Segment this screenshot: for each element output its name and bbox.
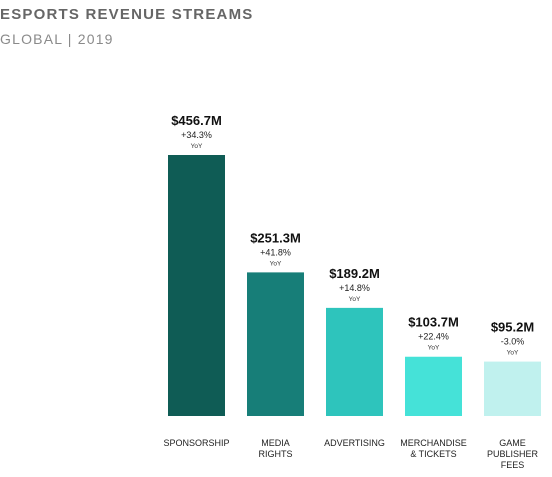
bar-3 <box>326 307 383 416</box>
category-label-5-line-1: GAME <box>499 438 526 448</box>
bar-2 <box>247 272 304 416</box>
category-label-1-line-1: SPONSORSHIP <box>163 438 229 448</box>
value-label-4: $103.7M <box>408 315 459 330</box>
value-label-2: $251.3M <box>250 230 301 245</box>
chart-title: ESPORTS REVENUE STREAMS <box>0 6 254 23</box>
change-label-1: +34.3% <box>181 130 212 140</box>
value-label-1: $456.7M <box>171 113 222 128</box>
chart-subtitle: GLOBAL | 2019 <box>0 31 114 47</box>
bar-4 <box>405 356 462 416</box>
category-label-2-line-1: MEDIA <box>261 438 290 448</box>
change-label-5: -3.0% <box>501 337 525 347</box>
change-label-4: +22.4% <box>418 332 449 342</box>
yoy-label-1: YoY <box>191 143 203 150</box>
category-label-5-line-3: FEES <box>501 460 525 470</box>
change-label-3: +14.8% <box>339 283 370 293</box>
yoy-label-2: YoY <box>270 260 282 267</box>
bar-1 <box>168 155 225 416</box>
category-label-3-line-1: ADVERTISING <box>324 438 385 448</box>
category-label-4-line-1: MERCHANDISE <box>400 438 467 448</box>
yoy-label-4: YoY <box>428 345 440 352</box>
yoy-label-3: YoY <box>349 296 361 303</box>
bar-5 <box>484 361 541 416</box>
category-label-2-line-2: RIGHTS <box>258 449 292 459</box>
yoy-label-5: YoY <box>507 350 519 357</box>
value-label-3: $189.2M <box>329 266 380 281</box>
value-label-5: $95.2M <box>491 320 534 335</box>
category-label-4-line-2: & TICKETS <box>410 449 456 459</box>
change-label-2: +41.8% <box>260 247 291 257</box>
category-label-5-line-2: PUBLISHER <box>487 449 539 459</box>
